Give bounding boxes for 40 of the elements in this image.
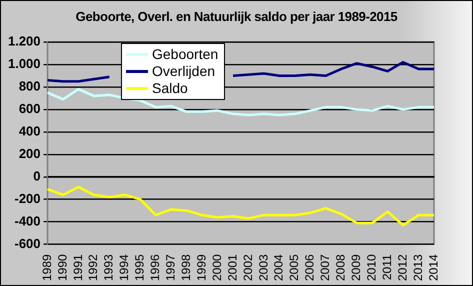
x-tick-label: 2009 — [349, 254, 364, 282]
x-tick-label: 1996 — [148, 254, 162, 282]
x-tick-label: 1993 — [102, 254, 116, 282]
x-tick-label: 2005 — [287, 254, 302, 282]
x-tick-label: 2010 — [364, 254, 378, 282]
x-tick-label: 2013 — [410, 254, 425, 282]
legend-label: Saldo — [152, 80, 188, 97]
x-tick-label: 1997 — [164, 254, 178, 282]
y-tick-label: 0 — [33, 168, 41, 184]
y-tick-label: -200 — [14, 190, 41, 206]
y-tick-label: 400 — [18, 123, 41, 138]
x-tick-label: 2012 — [395, 254, 410, 282]
y-tick-label: 600 — [18, 101, 41, 116]
x-tick-label: 2000 — [210, 254, 224, 282]
x-tick-label: 1991 — [70, 254, 85, 282]
x-tick-label: 2014 — [426, 254, 440, 282]
y-tick-label: 1.000 — [8, 56, 41, 72]
legend-label: Overlijden — [152, 63, 216, 80]
x-tick-label: 1995 — [132, 254, 147, 282]
x-tick-label: 1992 — [86, 254, 100, 282]
x-tick-label: 1994 — [117, 254, 132, 282]
x-tick-label: 2001 — [225, 254, 240, 282]
y-tick-label: 1.200 — [8, 34, 41, 49]
x-tick-label: 2002 — [240, 254, 255, 282]
chart-title: Geboorte, Overl. en Natuurlijk saldo per jaar 1989-2015 — [74, 9, 398, 24]
y-tick-label: 200 — [18, 146, 41, 161]
x-tick-label: 2003 — [256, 254, 270, 282]
x-tick-label: 2007 — [318, 254, 332, 282]
x-tick-label: 1998 — [178, 254, 193, 282]
x-tick-label: 2011 — [380, 254, 394, 280]
y-tick-label: -600 — [14, 236, 41, 251]
y-tick-label: 800 — [18, 78, 41, 94]
legend-label: Geboorten — [152, 46, 218, 63]
x-tick-label: 2008 — [334, 254, 348, 282]
y-tick-label: -400 — [14, 213, 41, 228]
x-tick-label: 2006 — [302, 254, 317, 282]
x-tick-label: 1989 — [40, 254, 54, 282]
x-tick-label: 1990 — [55, 254, 70, 282]
x-tick-label: 2004 — [272, 254, 286, 282]
x-tick-label: 1999 — [194, 254, 208, 282]
